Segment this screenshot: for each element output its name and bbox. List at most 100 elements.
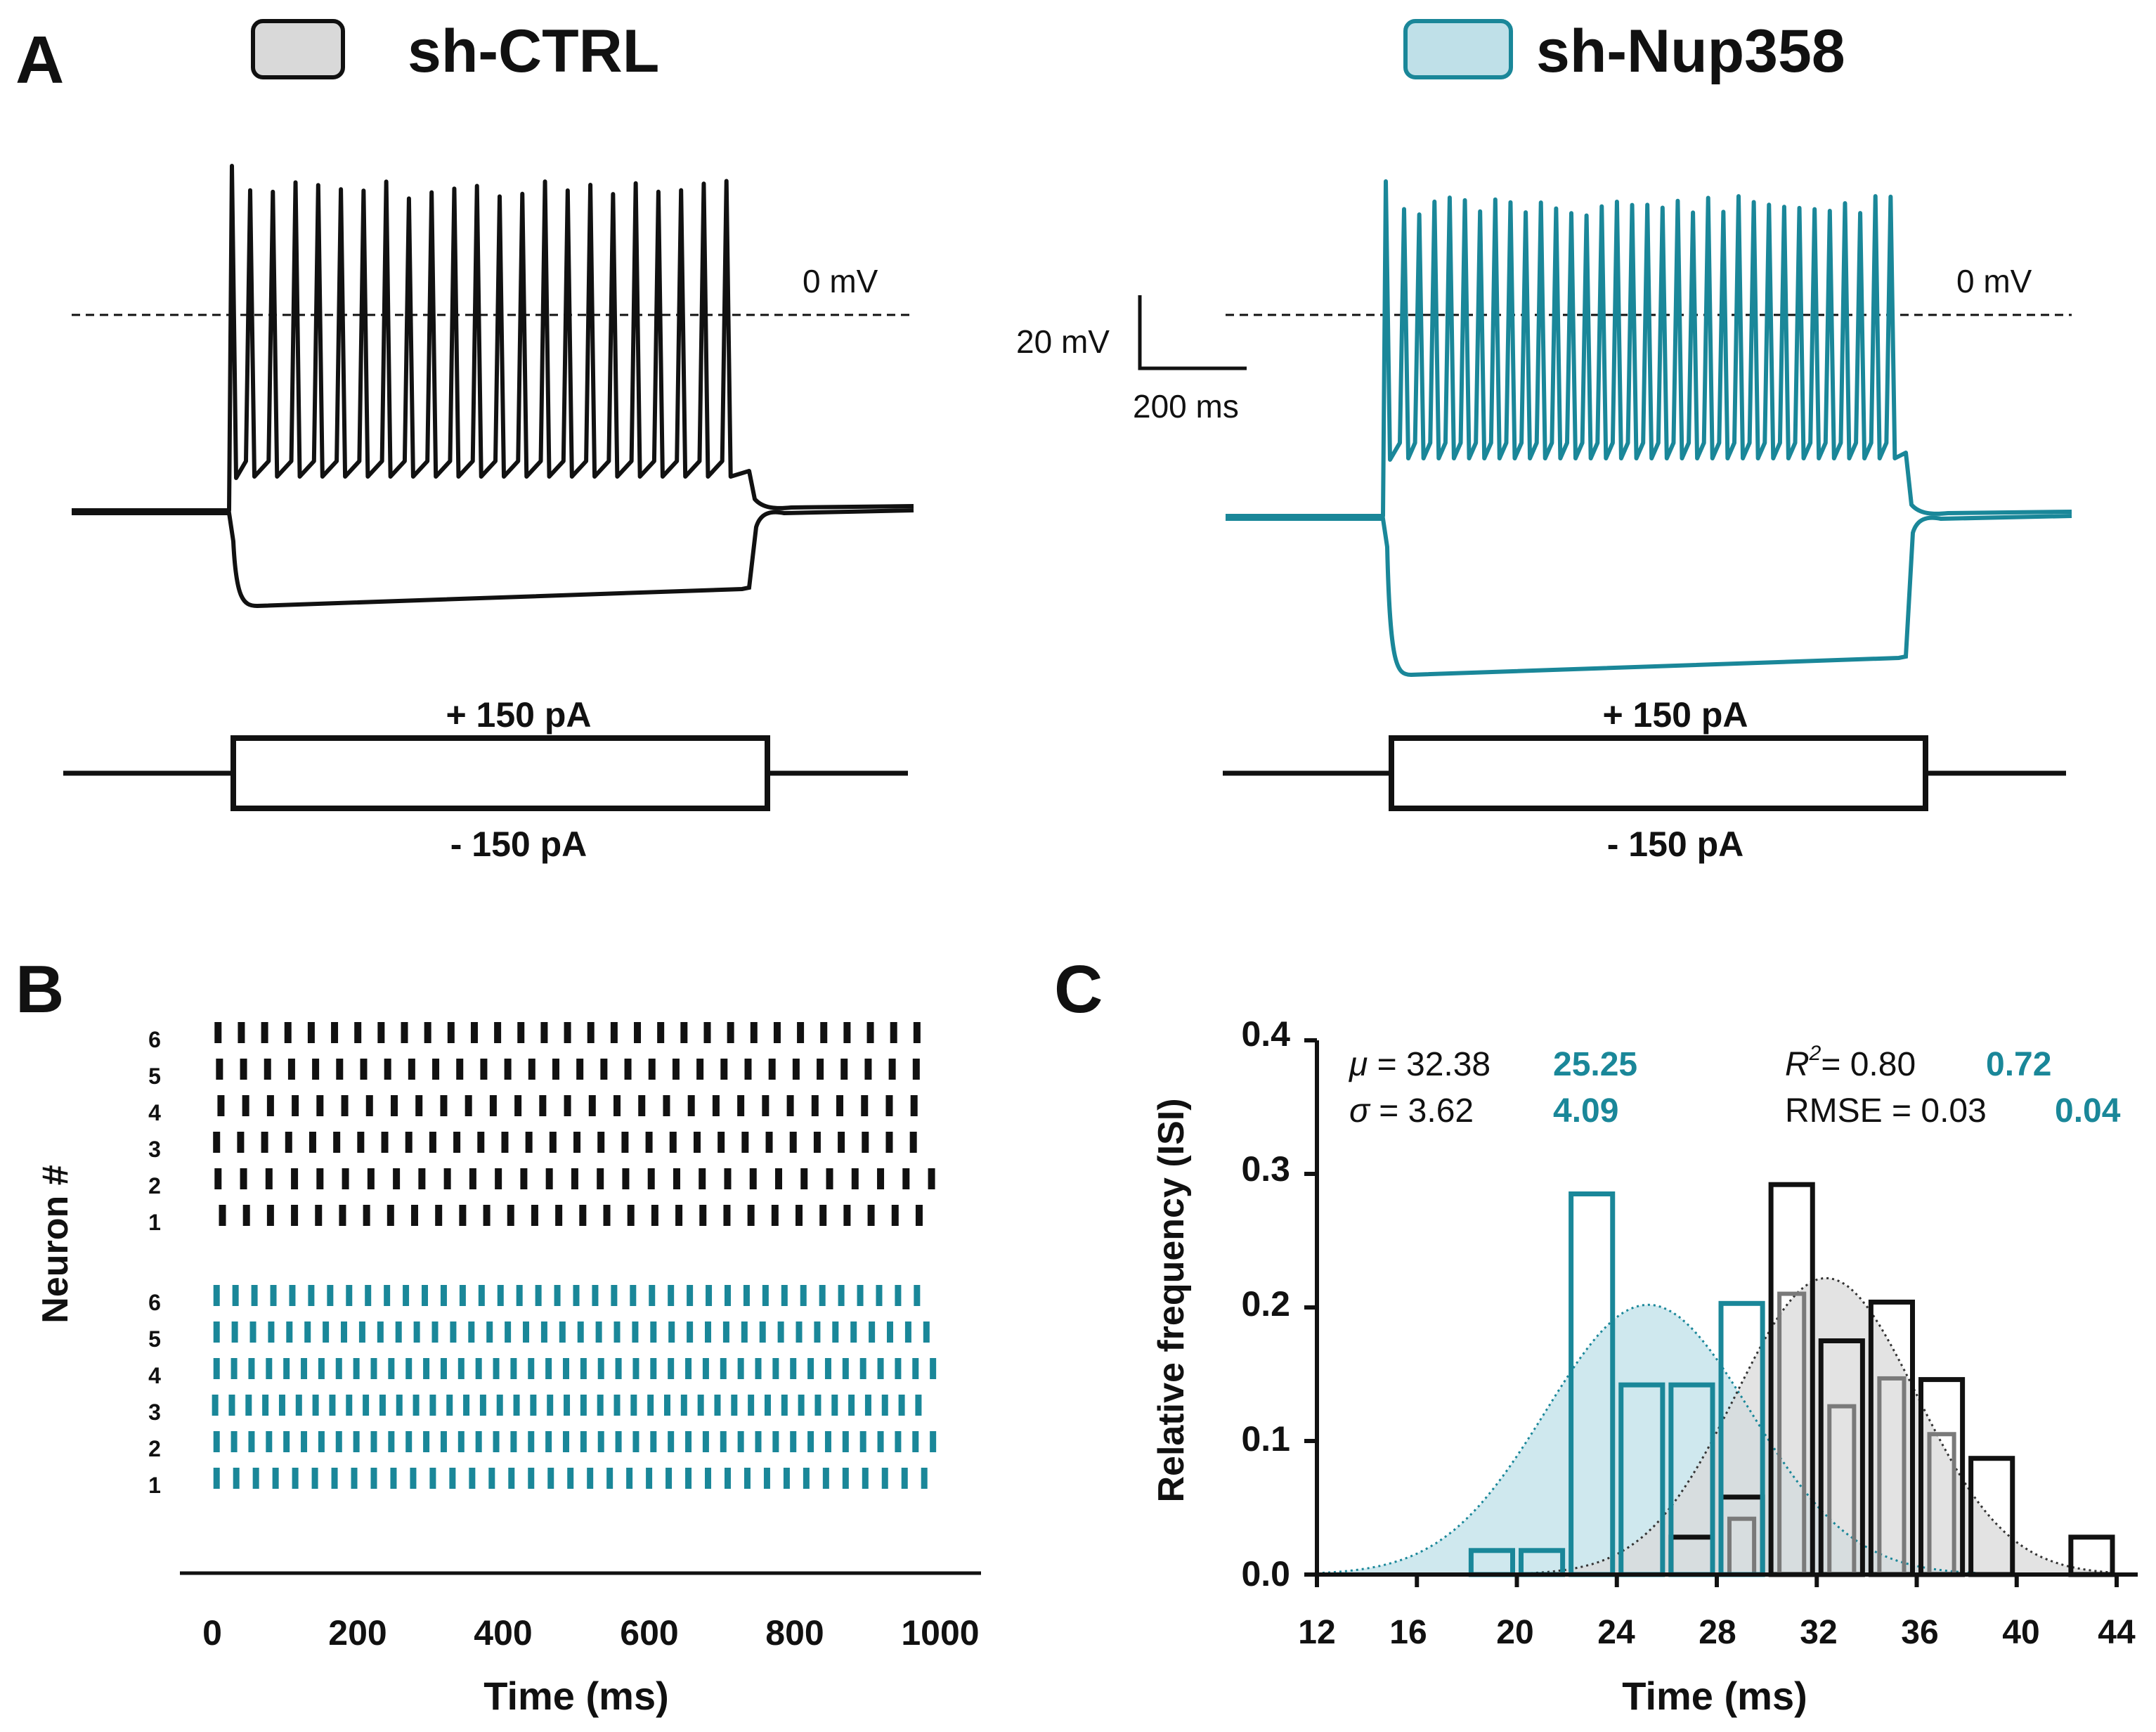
raster-spike	[403, 1285, 410, 1306]
raster-spike	[843, 1022, 851, 1043]
raster-spike	[743, 1285, 750, 1306]
raster-spike	[353, 1431, 360, 1452]
raster-spike	[545, 1168, 553, 1189]
raster-spike	[423, 1358, 430, 1379]
raster-row-label: 3	[148, 1400, 161, 1425]
raster-spike	[876, 1285, 883, 1306]
scale-bar-voltage-label: 20 mV	[1016, 323, 1110, 360]
gauss-curve-ctrl	[1317, 1277, 2117, 1576]
raster-row-label: 3	[148, 1137, 161, 1162]
raster-spike	[705, 1468, 712, 1489]
raster-spike	[286, 1321, 293, 1343]
raster-spike	[408, 1059, 415, 1080]
raster-spike	[632, 1358, 639, 1379]
raster-spike	[312, 1059, 320, 1080]
raster-spike	[720, 1059, 728, 1080]
raster-spike	[817, 1059, 824, 1080]
legend-swatch-ctrl	[251, 19, 345, 79]
raster-spike	[930, 1358, 937, 1379]
raster-spike	[517, 1022, 525, 1043]
raster-spike	[819, 1205, 827, 1226]
legend-swatch-nup	[1403, 19, 1513, 79]
hist-y-tick-label: 0.2	[1241, 1284, 1290, 1324]
raster-spike	[588, 1095, 596, 1116]
raster-spike	[898, 1395, 905, 1416]
raster-spike	[505, 1321, 512, 1343]
raster-spike	[318, 1358, 325, 1379]
raster-spike	[520, 1168, 528, 1189]
raster-x-tick-label: 200	[328, 1613, 387, 1653]
raster-spike	[772, 1358, 779, 1379]
raster-spike	[278, 1395, 285, 1416]
raster-spike	[915, 1205, 923, 1226]
raster-spike	[497, 1285, 504, 1306]
raster-spike	[930, 1431, 937, 1452]
raster-spike	[365, 1095, 373, 1116]
raster-spike	[395, 1321, 402, 1343]
raster-spike	[555, 1205, 563, 1226]
raster-spike	[242, 1095, 249, 1116]
raster-spike	[755, 1358, 762, 1379]
raster-spike	[663, 1095, 670, 1116]
raster-spike	[824, 1358, 831, 1379]
raster-spike	[673, 1168, 680, 1189]
raster-spike	[292, 1468, 299, 1489]
raster-spike	[530, 1395, 537, 1416]
stim-box-nup	[1389, 735, 1928, 811]
raster-spike	[413, 1321, 420, 1343]
raster-spike	[238, 1022, 245, 1043]
raster-spike	[465, 1095, 472, 1116]
panel-label-a: A	[15, 22, 64, 98]
stat-sigma-nup: 4.09	[1553, 1092, 1618, 1130]
raster-spike	[613, 1321, 621, 1343]
raster-x-tick-label: 800	[765, 1613, 824, 1653]
raster-spike	[646, 1468, 653, 1489]
raster-spike	[266, 1358, 273, 1379]
raster-spike	[388, 1431, 395, 1452]
raster-spike	[773, 1022, 781, 1043]
raster-spike	[272, 1468, 279, 1489]
raster-spike	[891, 1205, 899, 1226]
stat-r2-ctrl: R2= 0.80	[1785, 1042, 1916, 1083]
raster-spike	[415, 1095, 423, 1116]
raster-spike	[268, 1321, 275, 1343]
raster-spike	[737, 1358, 744, 1379]
gauss-fill-ctrl	[1317, 1278, 2117, 1575]
hist-x-tick-label: 44	[2098, 1614, 2136, 1651]
raster-spike	[800, 1285, 807, 1306]
raster-spike	[469, 1168, 476, 1189]
raster-spike	[266, 1205, 274, 1226]
raster-xlabel: Time (ms)	[483, 1674, 668, 1718]
raster-spike	[857, 1285, 864, 1306]
raster-spike	[379, 1395, 386, 1416]
raster-spike	[564, 1022, 571, 1043]
raster-spike	[411, 1205, 419, 1226]
raster-spike	[675, 1205, 683, 1226]
raster-spike	[510, 1358, 517, 1379]
raster-spike	[699, 1205, 707, 1226]
raster-spike	[597, 1132, 605, 1153]
raster-spike	[630, 1285, 637, 1306]
raster-spike	[717, 1132, 725, 1153]
raster-spike	[261, 1132, 268, 1153]
raster-spike	[483, 1205, 491, 1226]
raster-spike	[597, 1168, 604, 1189]
raster-spike	[862, 1132, 869, 1153]
raster-spike	[562, 1358, 569, 1379]
raster-spike	[627, 1205, 635, 1226]
raster-spike	[832, 1321, 839, 1343]
panel-label-b: B	[15, 952, 64, 1027]
raster-spike	[724, 1468, 731, 1489]
raster-spike	[240, 1059, 247, 1080]
raster-spike	[881, 1468, 888, 1489]
stat-rmse-ctrl: RMSE = 0.03	[1785, 1092, 1987, 1130]
hist-x-tick-label: 20	[1496, 1614, 1533, 1651]
raster-spike	[480, 1059, 488, 1080]
raster-spike	[697, 1395, 704, 1416]
raster-spike	[213, 1431, 220, 1452]
raster-spike	[807, 1431, 814, 1452]
raster-spike	[423, 1431, 430, 1452]
raster-spike	[838, 1285, 845, 1306]
raster-spike	[887, 1321, 894, 1343]
raster-spike	[504, 1059, 512, 1080]
